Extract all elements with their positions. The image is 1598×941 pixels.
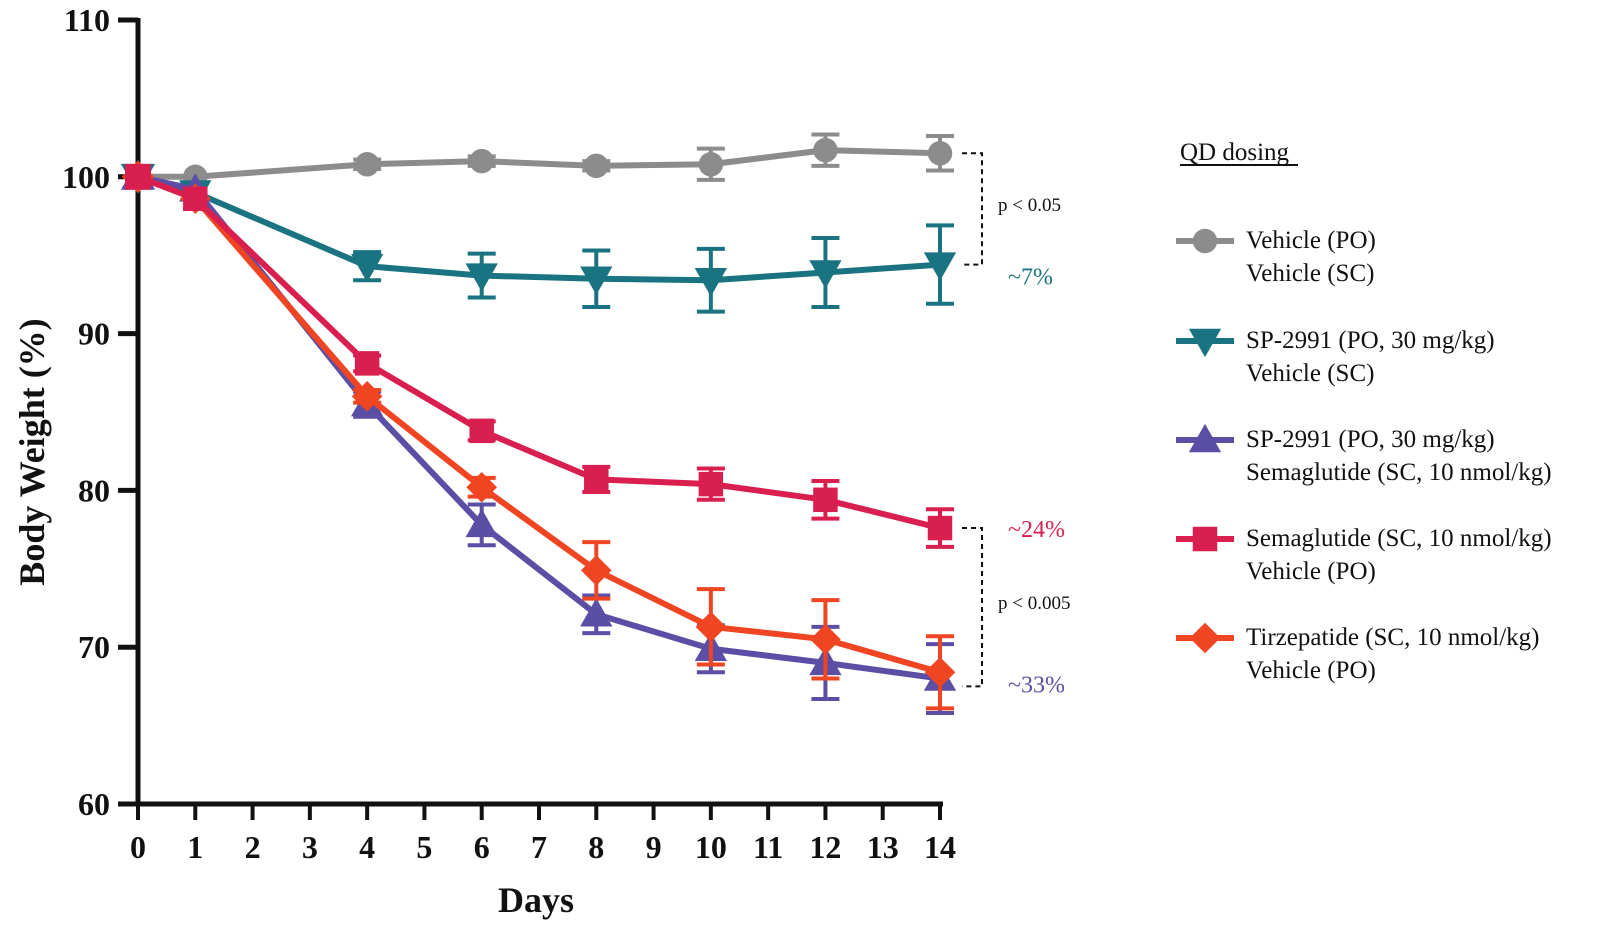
legend-marker: [1189, 622, 1221, 654]
legend-label: SP-2991 (PO, 30 mg/kg): [1246, 426, 1495, 453]
data-point: [809, 260, 842, 289]
legend-label: SP-2991 (PO, 30 mg/kg): [1246, 327, 1495, 354]
data-point: [927, 141, 953, 166]
series-line: [136, 173, 941, 676]
legend-label: Vehicle (SC): [1246, 260, 1374, 287]
data-point: [810, 624, 841, 655]
x-tick-label: 10: [695, 829, 727, 865]
legend-label: Vehicle (PO): [1246, 227, 1376, 254]
data-point: [465, 508, 498, 538]
series-line: [137, 173, 941, 284]
x-tick-label: 4: [359, 829, 375, 865]
legend-label: Tirzepatide (SC, 10 nmol/kg): [1246, 624, 1540, 651]
series-line: [136, 173, 941, 531]
x-tick-label: 6: [474, 829, 490, 865]
x-axis-title: Days: [498, 880, 574, 920]
series-1: [120, 163, 957, 314]
data-point: [466, 471, 498, 503]
x-tick-label: 7: [531, 829, 547, 865]
legend-item-3: Semaglutide (SC, 10 nmol/kg) Vehicle (PO): [1176, 525, 1552, 585]
x-tick-label: 0: [130, 829, 146, 865]
legend-label: Vehicle (SC): [1246, 360, 1374, 387]
legend-label: Vehicle (PO): [1246, 657, 1376, 684]
annotations: ~7% ~24% ~33% p < 0.05 p < 0.005: [962, 152, 1070, 698]
significance-bracket: [962, 527, 983, 688]
x-tick-label: 3: [302, 829, 318, 865]
x-tick-label: 8: [588, 829, 604, 865]
x-tick-label: 5: [416, 829, 432, 865]
y-tick-label: 110: [64, 2, 110, 38]
legend-marker: [1192, 526, 1218, 552]
data-point: [580, 598, 613, 627]
data-point: [183, 186, 208, 211]
legend-label: Semaglutide (SC, 10 nmol/kg): [1246, 459, 1552, 486]
data-point: [354, 152, 380, 177]
x-tick-label: 12: [809, 829, 841, 865]
y-tick-label: 60: [78, 786, 110, 822]
legend-label: Vehicle (PO): [1246, 558, 1376, 585]
p-value-label: p < 0.05: [998, 195, 1061, 216]
p-value-label: p < 0.005: [998, 593, 1070, 614]
data-point: [923, 252, 957, 281]
data-point: [698, 471, 724, 497]
series-0: [125, 132, 954, 190]
y-tick-label: 100: [62, 159, 110, 195]
data-point: [694, 268, 728, 297]
data-point: [580, 555, 612, 586]
y-tick-label: 80: [78, 472, 110, 508]
x-tick-label: 13: [867, 829, 899, 865]
reduction-label: ~33%: [1008, 672, 1065, 698]
x-tick-label: 2: [245, 829, 261, 865]
y-tick-label: 70: [78, 629, 110, 665]
data-point: [584, 153, 609, 179]
data-point: [924, 656, 956, 688]
significance-bracket: [962, 152, 983, 266]
reduction-label: ~7%: [1008, 265, 1053, 291]
y-tick-label: 90: [78, 316, 110, 352]
legend-marker: [1188, 423, 1222, 453]
data-point: [813, 137, 838, 163]
data-point: [465, 263, 498, 292]
x-tick-label: 1: [187, 829, 203, 865]
data-point: [695, 611, 727, 643]
data-point: [125, 163, 151, 190]
data-point: [813, 487, 838, 513]
legend-item-1: SP-2991 (PO, 30 mg/kg) Vehicle (SC): [1176, 327, 1495, 387]
series-line: [138, 147, 941, 180]
series-group: [120, 132, 957, 716]
data-point: [584, 467, 609, 492]
legend-marker: [1188, 328, 1222, 358]
reduction-label: ~24%: [1008, 517, 1065, 543]
y-axis-title: Body Weight (%): [12, 318, 52, 585]
legend-title: QD dosing: [1180, 139, 1290, 166]
data-point: [351, 381, 383, 412]
series-3: [125, 163, 954, 549]
legend-item-2: SP-2991 (PO, 30 mg/kg) Semaglutide (SC, 1…: [1176, 423, 1552, 486]
x-tick-label: 9: [646, 829, 662, 865]
legend-item-4: Tirzepatide (SC, 10 nmol/kg) Vehicle (PO): [1176, 622, 1540, 684]
x-tick-label: 11: [753, 829, 783, 865]
data-point: [354, 351, 380, 376]
legend-marker: [1192, 228, 1218, 254]
data-point: [698, 152, 724, 177]
data-point: [350, 253, 384, 283]
legend-label: Semaglutide (SC, 10 nmol/kg): [1246, 525, 1552, 552]
x-tick-label: 14: [924, 829, 956, 865]
data-point: [469, 148, 494, 174]
data-point: [469, 418, 494, 444]
data-point: [580, 266, 613, 295]
series-line: [137, 173, 941, 682]
data-point: [927, 515, 953, 541]
legend-item-0: Vehicle (PO) Vehicle (SC): [1176, 227, 1376, 287]
